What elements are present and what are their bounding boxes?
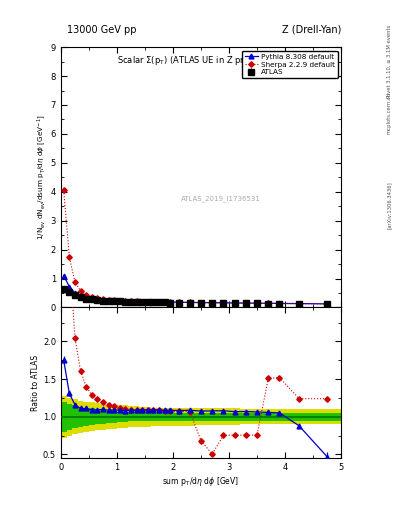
Pythia 8.308 default (221, 300, 226, 306)
Text: 13000 GeV pp: 13000 GeV pp (67, 25, 136, 35)
Pythia 8.308 default (244, 300, 248, 306)
Sherpa 2.2.9 default (187, 300, 192, 306)
Line: Pythia 8.308 default: Pythia 8.308 default (61, 273, 330, 306)
Text: Rivet 3.1.10, ≥ 3.1M events: Rivet 3.1.10, ≥ 3.1M events (387, 25, 392, 98)
Pythia 8.308 default (168, 299, 173, 305)
Pythia 8.308 default (176, 299, 181, 305)
Pythia 8.308 default (266, 300, 271, 306)
Pythia 8.308 default (157, 299, 162, 305)
Sherpa 2.2.9 default (297, 301, 301, 307)
Text: ATLAS_2019_I1736531: ATLAS_2019_I1736531 (181, 195, 261, 202)
Pythia 8.308 default (112, 297, 116, 304)
Pythia 8.308 default (78, 293, 83, 299)
Sherpa 2.2.9 default (129, 298, 133, 304)
Pythia 8.308 default (151, 298, 156, 305)
Sherpa 2.2.9 default (277, 301, 282, 307)
Sherpa 2.2.9 default (221, 300, 226, 306)
Sherpa 2.2.9 default (112, 297, 116, 304)
Pythia 8.308 default (210, 300, 215, 306)
Sherpa 2.2.9 default (176, 299, 181, 305)
Pythia 8.308 default (145, 298, 150, 305)
Text: mcplots.cern.ch: mcplots.cern.ch (387, 92, 392, 134)
Pythia 8.308 default (129, 298, 133, 304)
Sherpa 2.2.9 default (325, 301, 329, 307)
Sherpa 2.2.9 default (123, 298, 128, 304)
Pythia 8.308 default (67, 284, 72, 290)
Pythia 8.308 default (101, 297, 105, 303)
Text: [arXiv:1306.3436]: [arXiv:1306.3436] (387, 181, 392, 229)
Line: Sherpa 2.2.9 default: Sherpa 2.2.9 default (62, 188, 329, 306)
Sherpa 2.2.9 default (255, 300, 259, 306)
Pythia 8.308 default (89, 295, 94, 302)
Pythia 8.308 default (325, 301, 329, 307)
Y-axis label: Ratio to ATLAS: Ratio to ATLAS (31, 355, 40, 411)
Sherpa 2.2.9 default (84, 292, 88, 298)
Pythia 8.308 default (84, 294, 88, 301)
Pythia 8.308 default (277, 301, 282, 307)
Sherpa 2.2.9 default (78, 288, 83, 294)
Sherpa 2.2.9 default (61, 187, 66, 194)
Sherpa 2.2.9 default (266, 301, 271, 307)
Sherpa 2.2.9 default (199, 300, 204, 306)
Pythia 8.308 default (106, 297, 111, 304)
Sherpa 2.2.9 default (157, 299, 162, 305)
Sherpa 2.2.9 default (118, 297, 122, 304)
Sherpa 2.2.9 default (67, 254, 72, 260)
Legend: Pythia 8.308 default, Sherpa 2.2.9 default, ATLAS: Pythia 8.308 default, Sherpa 2.2.9 defau… (242, 51, 338, 78)
Pythia 8.308 default (232, 300, 237, 306)
Pythia 8.308 default (95, 296, 100, 303)
X-axis label: sum p$_{\rm T}$/d$\eta$ d$\phi$ [GeV]: sum p$_{\rm T}$/d$\eta$ d$\phi$ [GeV] (162, 475, 240, 488)
Pythia 8.308 default (118, 298, 122, 304)
Pythia 8.308 default (199, 300, 204, 306)
Sherpa 2.2.9 default (134, 298, 139, 305)
Sherpa 2.2.9 default (145, 298, 150, 305)
Sherpa 2.2.9 default (89, 294, 94, 300)
Sherpa 2.2.9 default (232, 300, 237, 306)
Sherpa 2.2.9 default (151, 298, 156, 305)
Pythia 8.308 default (61, 272, 66, 279)
Sherpa 2.2.9 default (162, 299, 167, 305)
Sherpa 2.2.9 default (106, 297, 111, 303)
Y-axis label: 1/N$_{\rm ev}$ dN$_{\rm ev}$/dsum p$_{\rm T}$/d$\eta$ d$\phi$ [GeV$^{-1}$]: 1/N$_{\rm ev}$ dN$_{\rm ev}$/dsum p$_{\r… (35, 114, 48, 240)
Text: Scalar $\Sigma$(p$_{\rm T}$) (ATLAS UE in Z production): Scalar $\Sigma$(p$_{\rm T}$) (ATLAS UE i… (118, 54, 285, 67)
Sherpa 2.2.9 default (140, 298, 145, 305)
Pythia 8.308 default (297, 301, 301, 307)
Pythia 8.308 default (123, 298, 128, 304)
Pythia 8.308 default (255, 300, 259, 306)
Pythia 8.308 default (134, 298, 139, 305)
Text: Z (Drell-Yan): Z (Drell-Yan) (282, 25, 341, 35)
Sherpa 2.2.9 default (168, 299, 173, 305)
Pythia 8.308 default (162, 299, 167, 305)
Sherpa 2.2.9 default (101, 296, 105, 303)
Sherpa 2.2.9 default (210, 300, 215, 306)
Pythia 8.308 default (73, 290, 77, 296)
Pythia 8.308 default (140, 298, 145, 305)
Sherpa 2.2.9 default (244, 300, 248, 306)
Sherpa 2.2.9 default (95, 295, 100, 302)
Sherpa 2.2.9 default (73, 279, 77, 285)
Pythia 8.308 default (187, 300, 192, 306)
